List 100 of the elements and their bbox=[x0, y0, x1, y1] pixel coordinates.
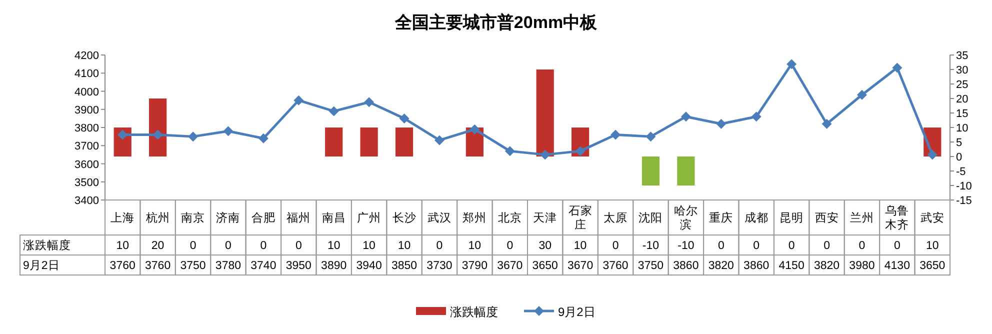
x-tick-label: 昆明 bbox=[780, 212, 804, 224]
bar bbox=[395, 128, 414, 156]
data-label: 3890 bbox=[321, 260, 347, 272]
point bbox=[856, 90, 867, 100]
y2-tick-label: 5 bbox=[956, 137, 962, 149]
data-label: 10 bbox=[926, 240, 939, 252]
data-label: 3790 bbox=[462, 260, 488, 272]
data-label: 0 bbox=[190, 240, 196, 252]
data-label: 4150 bbox=[778, 260, 804, 272]
point bbox=[188, 132, 198, 142]
data-label: 3860 bbox=[744, 260, 770, 272]
y2-tick-label: 0 bbox=[956, 152, 962, 164]
data-label: 3860 bbox=[673, 260, 699, 272]
data-label: 3670 bbox=[497, 260, 523, 272]
data-label: 10 bbox=[116, 240, 130, 252]
point bbox=[152, 130, 163, 140]
data-label: 0 bbox=[225, 240, 232, 252]
point bbox=[294, 95, 304, 106]
data-label: 0 bbox=[753, 240, 760, 252]
point bbox=[822, 118, 832, 129]
bar bbox=[677, 156, 695, 186]
data-label: 3760 bbox=[145, 260, 171, 272]
x-tick-label: 乌鲁木齐 bbox=[885, 204, 910, 232]
x-tick-label: 合肥 bbox=[251, 212, 276, 224]
x-tick-label: 成都 bbox=[744, 212, 768, 224]
point bbox=[716, 118, 726, 129]
data-label: 3820 bbox=[814, 260, 840, 272]
y-tick-label: 4200 bbox=[74, 50, 99, 62]
data-label: 3760 bbox=[602, 260, 628, 272]
x-tick-label: 北京 bbox=[498, 210, 522, 224]
data-label: 3820 bbox=[708, 260, 734, 272]
x-tick-label: 武安 bbox=[920, 210, 944, 224]
data-label: 3950 bbox=[286, 260, 312, 272]
data-label: 3750 bbox=[638, 260, 664, 272]
text: 9月2日 bbox=[23, 260, 60, 272]
y2-tick-label: 10 bbox=[956, 122, 968, 134]
point bbox=[328, 106, 339, 116]
y-tick-label: 3600 bbox=[74, 158, 99, 171]
x-tick-label: 郑州 bbox=[462, 212, 487, 224]
data-label: 3670 bbox=[568, 260, 594, 272]
point bbox=[434, 135, 444, 146]
point bbox=[927, 150, 938, 160]
data-label: 0 bbox=[718, 240, 724, 252]
point bbox=[786, 59, 797, 70]
data-label: 30 bbox=[538, 240, 552, 252]
y-tick-label: 3900 bbox=[74, 104, 99, 116]
point bbox=[646, 132, 656, 142]
x-tick-label: 济南 bbox=[216, 210, 240, 224]
data-label: 3750 bbox=[180, 260, 206, 272]
y2-tick-label: 25 bbox=[956, 79, 968, 91]
y2-tick-label: 20 bbox=[956, 94, 968, 106]
point bbox=[680, 112, 691, 122]
point bbox=[223, 126, 234, 136]
x-tick-label: 武汉 bbox=[427, 212, 452, 224]
legend-label: 涨跌幅度 bbox=[450, 305, 498, 319]
data-label: 3760 bbox=[110, 260, 136, 272]
data-label: 0 bbox=[612, 240, 619, 252]
x-tick-label: 广州 bbox=[357, 210, 382, 224]
data-label: 0 bbox=[260, 240, 267, 252]
data-label: 10 bbox=[468, 240, 482, 252]
x-tick-label: 天津 bbox=[533, 212, 558, 224]
bar bbox=[360, 128, 378, 156]
data-label: 0 bbox=[894, 240, 900, 252]
data-label: 10 bbox=[327, 240, 340, 252]
y2-tick-label: 30 bbox=[956, 64, 968, 76]
data-label: 0 bbox=[295, 240, 302, 252]
data-label: -10 bbox=[678, 240, 694, 252]
data-label: 0 bbox=[858, 240, 866, 252]
y-tick-label: 4000 bbox=[74, 86, 99, 98]
y2-tick-label: 15 bbox=[956, 108, 968, 120]
data-label: 10 bbox=[574, 240, 587, 252]
point bbox=[364, 97, 374, 108]
point bbox=[892, 62, 902, 73]
y-tick-label: 3400 bbox=[74, 195, 99, 207]
y-tick-label: 3800 bbox=[74, 122, 99, 134]
y-tick-label: 3700 bbox=[74, 140, 99, 153]
x-tick-label: 太原 bbox=[604, 212, 628, 224]
x-tick-label: 石家庄 bbox=[568, 204, 592, 232]
y-tick-label: 3500 bbox=[74, 176, 99, 189]
point bbox=[504, 146, 515, 156]
data-label: 3980 bbox=[849, 260, 875, 272]
data-label: 0 bbox=[436, 240, 443, 252]
data-label: 10 bbox=[398, 240, 411, 252]
y2-tick-label: -15 bbox=[956, 195, 972, 207]
data-label: 4130 bbox=[884, 260, 910, 272]
x-tick-label: 南京 bbox=[181, 210, 206, 224]
point bbox=[470, 124, 480, 134]
data-label: 20 bbox=[151, 240, 164, 252]
y2-tick-label: 35 bbox=[956, 50, 968, 62]
data-label: 10 bbox=[362, 240, 376, 252]
bar bbox=[149, 98, 167, 156]
bar bbox=[536, 70, 554, 156]
x-tick-label: 福州 bbox=[286, 212, 311, 224]
x-tick-label: 南昌 bbox=[322, 212, 346, 224]
x-tick-label: 西安 bbox=[814, 210, 839, 224]
x-tick-label: 上海 bbox=[110, 212, 135, 224]
point bbox=[399, 113, 410, 124]
legend-label: 9月2日 bbox=[558, 305, 596, 319]
data-label: 0 bbox=[506, 240, 514, 252]
y-tick-label: 4100 bbox=[74, 68, 99, 80]
